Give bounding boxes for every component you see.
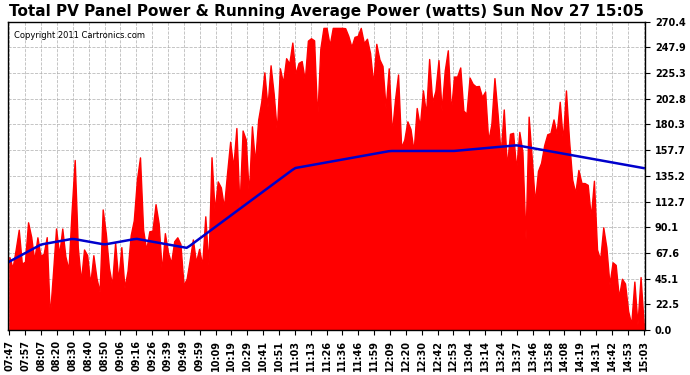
- Title: Total PV Panel Power & Running Average Power (watts) Sun Nov 27 15:05: Total PV Panel Power & Running Average P…: [9, 4, 644, 19]
- Text: Copyright 2011 Cartronics.com: Copyright 2011 Cartronics.com: [14, 31, 145, 40]
